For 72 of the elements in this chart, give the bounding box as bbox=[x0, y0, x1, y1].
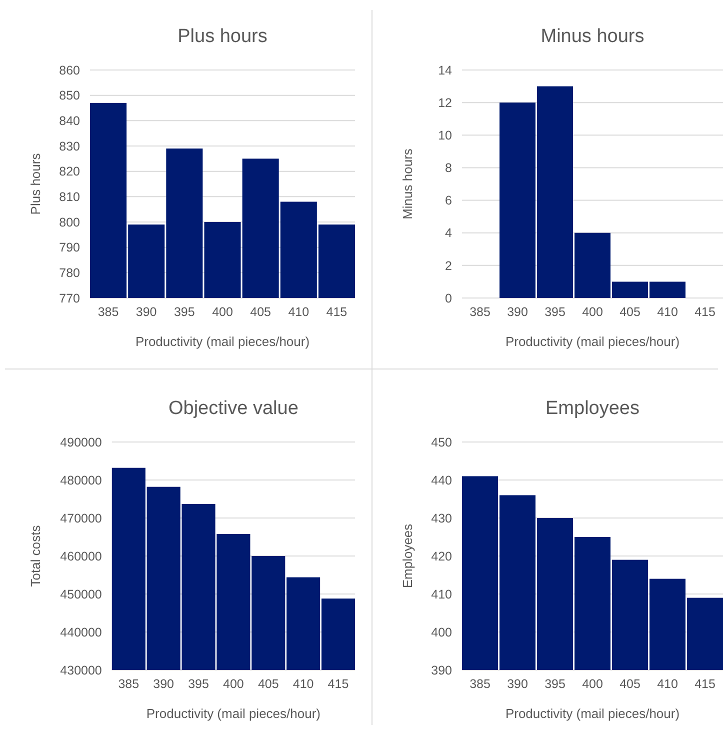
x-tick-label: 390 bbox=[507, 677, 528, 691]
y-tick-label: 410 bbox=[431, 587, 452, 602]
x-tick-label: 385 bbox=[470, 677, 490, 691]
y-tick-label: 770 bbox=[59, 291, 80, 306]
y-tick-label: 430000 bbox=[60, 663, 102, 678]
y-tick-label: 800 bbox=[59, 215, 80, 230]
y-tick-label: 420 bbox=[431, 549, 452, 564]
y-tick-label: 12 bbox=[438, 96, 452, 110]
y-tick-label: 790 bbox=[59, 240, 80, 255]
y-tick-label: 460000 bbox=[60, 549, 102, 564]
y-tick-label: 450000 bbox=[60, 587, 102, 602]
x-tick-label: 395 bbox=[174, 305, 195, 319]
x-tick-label: 405 bbox=[250, 305, 272, 319]
x-tick-label: 395 bbox=[544, 305, 566, 319]
y-tick-label: 390 bbox=[431, 663, 452, 678]
y-tick-label: 14 bbox=[438, 63, 452, 78]
y-tick-label: 860 bbox=[59, 63, 80, 78]
y-tick-label: 440000 bbox=[60, 625, 102, 640]
chart-title: Objective value bbox=[168, 398, 298, 419]
x-tick-label: 390 bbox=[136, 305, 157, 319]
x-tick-label: 415 bbox=[328, 677, 349, 691]
chart-title: Plus hours bbox=[178, 26, 268, 47]
y-axis-title: Employees bbox=[400, 523, 415, 588]
y-tick-label: 810 bbox=[59, 190, 80, 204]
x-tick-label: 415 bbox=[694, 677, 716, 691]
x-tick-label: 410 bbox=[292, 677, 314, 691]
x-tick-label: 410 bbox=[657, 677, 678, 691]
x-tick-label: 400 bbox=[582, 677, 603, 691]
y-tick-label: 4 bbox=[445, 226, 452, 240]
x-tick-label: 400 bbox=[582, 305, 603, 319]
x-tick-label: 405 bbox=[620, 677, 640, 691]
y-tick-label: 830 bbox=[59, 139, 80, 154]
y-tick-label: 480000 bbox=[60, 473, 102, 488]
y-tick-label: 8 bbox=[445, 161, 452, 176]
y-axis-title: Minus hours bbox=[400, 148, 415, 220]
x-axis-title: Productivity (mail pieces/hour) bbox=[505, 334, 680, 349]
x-tick-label: 385 bbox=[98, 305, 119, 319]
x-tick-label: 400 bbox=[223, 677, 244, 691]
y-tick-label: 440 bbox=[431, 473, 452, 488]
x-tick-label: 395 bbox=[544, 677, 566, 691]
x-axis-title: Productivity (mail pieces/hour) bbox=[505, 706, 680, 721]
x-tick-label: 410 bbox=[657, 305, 678, 319]
y-tick-label: 820 bbox=[59, 164, 80, 179]
y-tick-label: 490000 bbox=[60, 435, 102, 450]
y-axis-title: Plus hours bbox=[28, 152, 43, 215]
x-tick-label: 390 bbox=[507, 305, 528, 319]
x-axis-title: Productivity (mail pieces/hour) bbox=[146, 706, 321, 721]
y-tick-label: 470000 bbox=[60, 511, 102, 526]
y-tick-label: 10 bbox=[438, 128, 452, 143]
x-axis-title: Productivity (mail pieces/hour) bbox=[135, 334, 310, 349]
chart-title: Minus hours bbox=[540, 26, 644, 47]
x-tick-label: 400 bbox=[212, 305, 233, 319]
x-tick-label: 395 bbox=[188, 677, 209, 691]
y-tick-label: 430 bbox=[431, 511, 452, 526]
y-tick-label: 780 bbox=[59, 266, 80, 280]
x-tick-label: 385 bbox=[470, 305, 490, 319]
x-tick-label: 405 bbox=[258, 677, 279, 691]
y-tick-label: 400 bbox=[431, 625, 452, 640]
y-tick-label: 2 bbox=[445, 258, 452, 273]
y-axis-title: Total costs bbox=[28, 524, 43, 587]
x-tick-label: 405 bbox=[620, 305, 640, 319]
x-tick-label: 410 bbox=[288, 305, 310, 319]
y-tick-label: 0 bbox=[445, 291, 452, 306]
x-tick-label: 415 bbox=[694, 305, 716, 319]
chart-title: Employees bbox=[546, 398, 640, 419]
x-tick-label: 415 bbox=[326, 305, 348, 319]
x-tick-label: 390 bbox=[153, 677, 174, 691]
y-tick-label: 850 bbox=[59, 88, 80, 103]
x-tick-label: 385 bbox=[118, 677, 140, 691]
y-tick-label: 6 bbox=[445, 194, 452, 208]
y-tick-label: 450 bbox=[431, 435, 452, 450]
y-tick-label: 840 bbox=[59, 114, 80, 128]
